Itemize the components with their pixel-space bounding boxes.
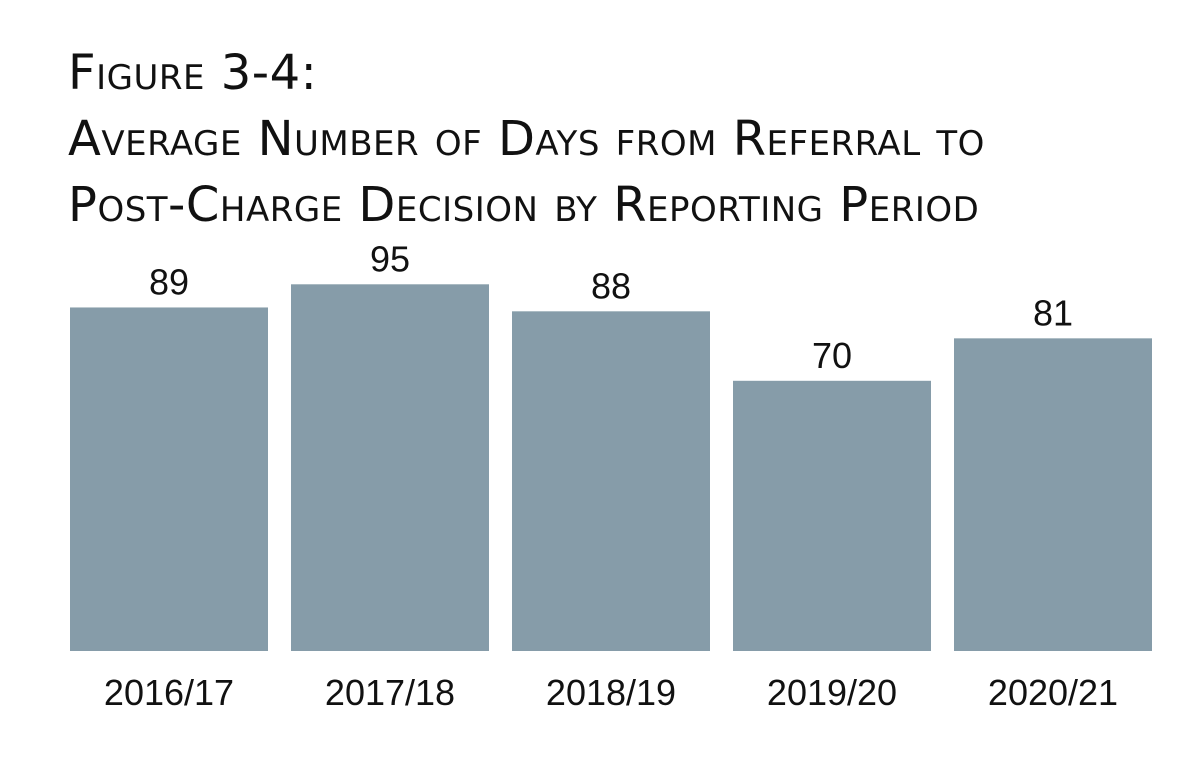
figure-label: Figure 3-4: xyxy=(68,45,318,101)
x-tick-label: 2017/18 xyxy=(325,672,455,713)
bar-labels-group: 89 95 88 70 81 xyxy=(149,238,1073,376)
bar-2017-18 xyxy=(291,284,489,651)
x-tick-label: 2019/20 xyxy=(767,672,897,713)
chart-title: Figure 3-4: Average Number of Days from … xyxy=(68,40,1168,238)
bar-value-label: 95 xyxy=(370,238,410,279)
bar-2018-19 xyxy=(512,311,710,651)
bar-value-label: 70 xyxy=(812,335,852,376)
bar-2016-17 xyxy=(70,307,268,651)
title-line-1: Average Number of Days from Referral to xyxy=(68,111,985,167)
bar-value-label: 88 xyxy=(591,265,631,306)
title-line-2: Post-Charge Decision by Reporting Period xyxy=(68,177,980,233)
x-tick-label: 2016/17 xyxy=(104,672,234,713)
bar-value-label: 89 xyxy=(149,261,189,302)
bar-2020-21 xyxy=(954,338,1152,651)
bar-2019-20 xyxy=(733,380,931,651)
bar-value-label: 81 xyxy=(1033,292,1073,333)
x-tick-label: 2020/21 xyxy=(988,672,1118,713)
bars-group xyxy=(70,284,1152,651)
x-tick-label: 2018/19 xyxy=(546,672,676,713)
tick-labels-group: 2016/17 2017/18 2018/19 2019/20 2020/21 xyxy=(104,672,1118,713)
